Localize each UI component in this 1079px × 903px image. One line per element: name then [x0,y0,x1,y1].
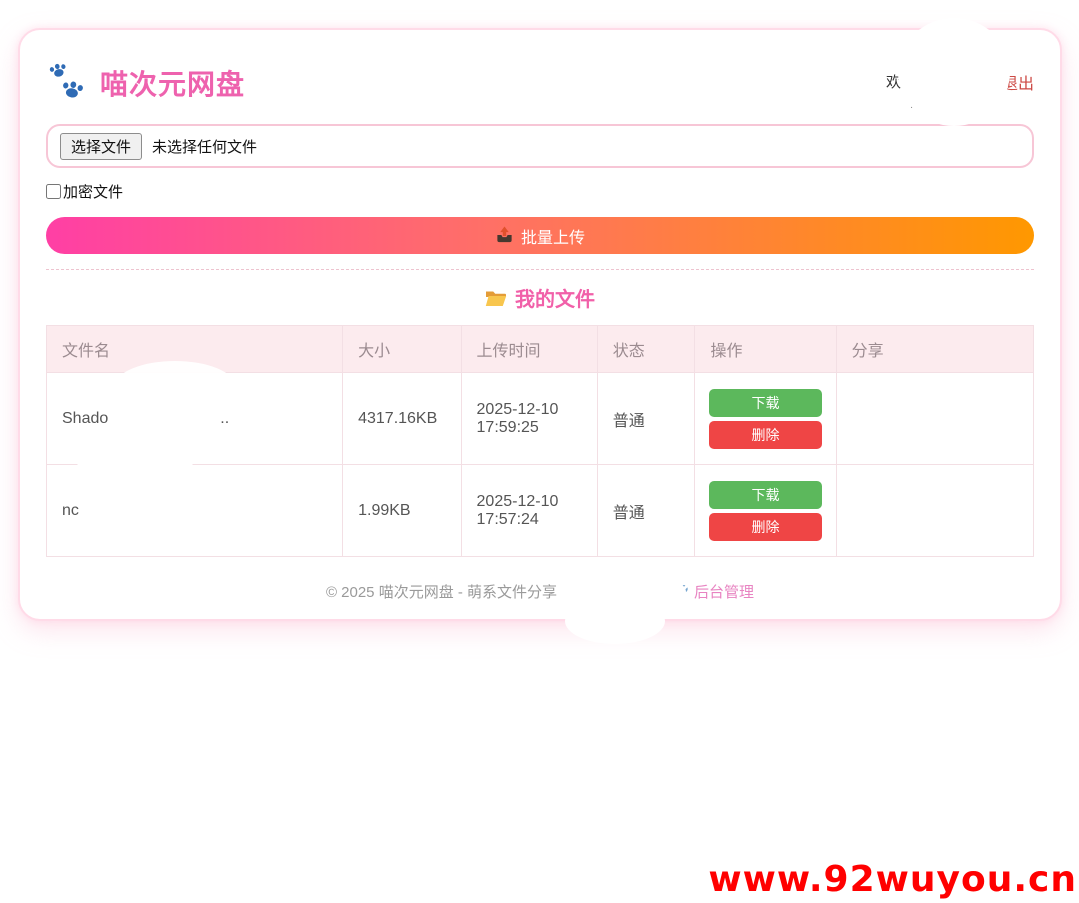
size-cell: 4317.16KB [342,372,462,465]
col-size: 大小 [342,325,462,373]
table-row: Shado.. 4317.16KB 2025-12-10 17:59:25 普通… [45,372,1035,465]
filename-fragment: nc [62,501,79,519]
site-watermark: www.92wuyou.cn [708,859,1077,900]
status-cell: 普通 [596,372,696,465]
actions-cell: 下载 删除 [694,464,837,557]
batch-upload-button[interactable]: 批量上传 [46,217,1034,254]
filename-fragment: .. [220,409,230,427]
logo: 喵次元网盘 [46,61,245,105]
encrypt-checkbox[interactable] [46,184,61,199]
col-status: 状态 [596,325,696,373]
col-upload-time: 上传时间 [460,325,598,373]
dashed-divider [46,269,1034,270]
delete-button[interactable]: 删除 [709,512,822,541]
upload-time-cell: 2025-12-10 17:57:24 [460,464,598,557]
filename-cell: Shado.. [45,372,344,465]
table-header-row: 文件名 大小 上传时间 状态 操作 分享 [45,325,1035,373]
filename-cell: nc [45,464,344,557]
my-files-title: 我的文件 [46,283,1034,312]
logout-link[interactable]: 退出 [1001,76,1034,93]
batch-upload-label: 批量上传 [520,229,585,247]
footer: © 2025 喵次元网盘 - 萌系文件分享 后台管理 [46,581,1034,602]
col-filename: 文件名 [45,325,344,373]
wrench-icon [674,585,688,599]
admin-link[interactable]: 后台管理 [672,581,754,602]
welcome-text: 欢 [886,74,902,91]
upload-time-cell: 2025-12-10 17:59:25 [460,372,598,465]
delete-button[interactable]: 删除 [709,420,822,449]
admin-link-label: 后台管理 [694,584,755,601]
paw-prints-icon [48,62,84,100]
redacted-username-block [911,82,937,108]
redacted-username-block [966,82,992,108]
share-cell [835,464,1035,557]
user-area: 欢 退出 [886,55,1034,111]
choose-file-button[interactable]: 选择文件 [60,132,143,160]
download-button[interactable]: 下载 [709,480,822,509]
my-files-title-text: 我的文件 [515,289,595,311]
col-actions: 操作 [694,325,837,373]
filename-fragment: Shado [62,409,109,427]
size-cell: 1.99KB [342,464,462,557]
main-card: 喵次元网盘 欢 退出 选择文件 未选择任何文件 加密文件 批量上传 我的文件 [18,28,1062,621]
encrypt-option-row: 加密文件 [46,181,1034,202]
file-picker-box: 选择文件 未选择任何文件 [46,124,1034,168]
file-chosen-status: 未选择任何文件 [152,138,258,156]
download-button[interactable]: 下载 [709,388,822,417]
page-title: 喵次元网盘 [100,69,246,100]
status-cell: 普通 [596,464,696,557]
outbox-tray-icon [497,226,512,243]
col-share: 分享 [835,325,1035,373]
header: 喵次元网盘 欢 退出 [46,56,1034,110]
copyright-text: © 2025 喵次元网盘 - 萌系文件分享 [325,584,558,601]
encrypt-label: 加密文件 [63,184,124,201]
open-folder-icon [485,291,507,306]
table-row: nc 1.99KB 2025-12-10 17:57:24 普通 下载 删除 [45,464,1035,557]
actions-cell: 下载 删除 [694,372,837,465]
share-cell [835,372,1035,465]
files-table: 文件名 大小 上传时间 状态 操作 分享 Shado.. 4317.16KB 2… [45,325,1035,557]
